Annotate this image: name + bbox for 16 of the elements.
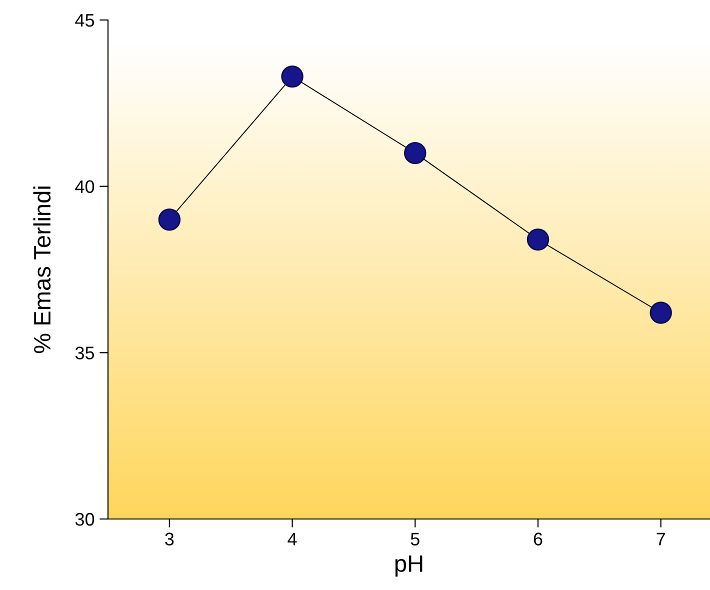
x-tick-label: 6 <box>534 532 542 546</box>
y-tick-label: 30 <box>75 512 94 526</box>
point <box>526 228 550 251</box>
x-axis-title: pH <box>395 555 422 577</box>
y-tick-label: 40 <box>75 180 94 194</box>
point <box>404 142 426 164</box>
y-tick-label: 35 <box>75 346 94 360</box>
x-tick-label: 3 <box>165 532 174 546</box>
x-tick-label: 5 <box>410 532 420 546</box>
y-axis-title: % Emas Terlindi <box>33 186 51 354</box>
point <box>158 208 181 231</box>
x-tick-label: 4 <box>288 532 297 546</box>
y-tick-label: 45 <box>75 14 94 27</box>
point <box>650 302 672 324</box>
point <box>281 65 304 88</box>
x-tick-label: 7 <box>656 532 665 546</box>
